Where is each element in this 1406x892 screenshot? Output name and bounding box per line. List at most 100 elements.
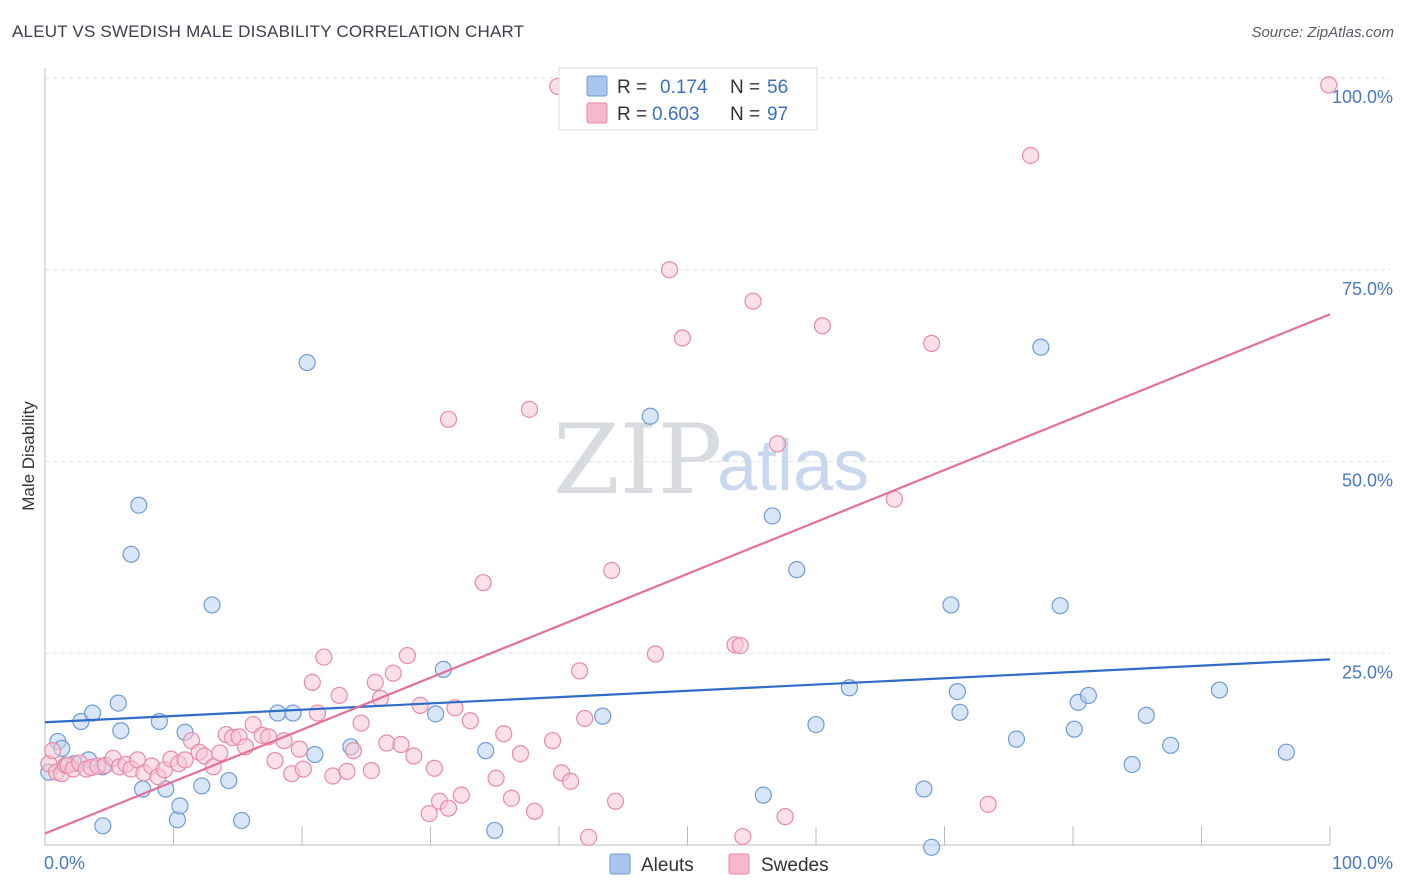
data-point-swedes	[525, 802, 544, 820]
watermark: ZIP atlas	[553, 404, 869, 516]
data-point-aleuts	[477, 742, 495, 760]
data-point-aleuts	[915, 780, 933, 798]
legend-swatch-swedes	[586, 102, 608, 124]
data-point-swedes	[362, 762, 380, 780]
legend-n-label-swedes: N =	[730, 104, 760, 125]
data-point-swedes	[660, 261, 679, 279]
bottom-legend: Aleuts Swedes	[609, 853, 829, 876]
data-point-swedes	[398, 646, 416, 665]
data-point-swedes	[338, 762, 356, 780]
data-point-aleuts	[193, 777, 211, 795]
legend-n-value-swedes: 97	[767, 104, 788, 125]
data-point-swedes	[461, 712, 479, 730]
bottom-legend-swatch-swedes	[728, 853, 750, 875]
data-point-aleuts	[1210, 681, 1229, 699]
data-point-swedes	[44, 742, 62, 760]
series-aleuts	[40, 338, 1295, 856]
data-point-swedes	[446, 699, 464, 717]
y-tick-label: 50.0%	[1342, 471, 1393, 491]
watermark-atlas: atlas	[717, 426, 869, 506]
data-point-swedes	[266, 752, 284, 770]
data-point-aleuts	[807, 715, 825, 734]
data-point-swedes	[294, 760, 312, 778]
data-point-aleuts	[94, 817, 112, 835]
data-point-swedes	[744, 292, 762, 310]
data-point-swedes	[211, 744, 229, 762]
data-point-swedes	[731, 636, 749, 655]
legend-r-value-swedes: 0.603	[652, 104, 700, 125]
y-tick-label: 25.0%	[1342, 662, 1393, 682]
data-point-swedes	[570, 662, 589, 680]
data-point-swedes	[776, 808, 794, 826]
data-point-aleuts	[233, 811, 251, 830]
data-point-aleuts	[1123, 755, 1141, 774]
trend-line-aleuts	[44, 658, 1331, 724]
legend-r-label-swedes: R =	[617, 104, 647, 125]
data-point-aleuts	[1277, 743, 1295, 761]
bottom-legend-label-aleuts: Aleuts	[641, 855, 694, 876]
data-point-swedes	[768, 435, 787, 453]
data-point-swedes	[330, 686, 348, 705]
legend-r-value-aleuts: 0.174	[660, 77, 708, 98]
data-point-swedes	[392, 735, 410, 754]
data-point-swedes	[308, 704, 327, 722]
data-point-aleuts	[1079, 686, 1098, 705]
bottom-legend-swatch-aleuts	[609, 853, 631, 875]
data-point-swedes	[579, 828, 598, 846]
data-point-swedes	[303, 673, 321, 691]
data-point-swedes	[1320, 76, 1338, 94]
trend-line-swedes	[44, 313, 1331, 835]
data-point-swedes	[603, 561, 621, 580]
data-point-aleuts	[951, 703, 969, 721]
data-point-swedes	[979, 795, 997, 813]
data-point-swedes	[561, 772, 580, 790]
data-point-swedes	[176, 751, 194, 769]
data-point-swedes	[439, 799, 458, 817]
y-axis-label: Male Disability	[19, 401, 38, 511]
data-point-aleuts	[942, 596, 960, 614]
legend-r-label-aleuts: R =	[617, 77, 647, 98]
series-swedes	[40, 76, 1338, 846]
data-point-aleuts	[83, 704, 102, 722]
data-point-aleuts	[1007, 730, 1026, 748]
data-point-aleuts	[130, 496, 148, 514]
chart-title: ALEUT VS SWEDISH MALE DISABILITY CORRELA…	[12, 22, 525, 41]
data-point-swedes	[439, 410, 458, 428]
x-tick-label: 0.0%	[44, 853, 85, 873]
data-point-swedes	[344, 742, 362, 760]
grid-layer	[45, 77, 1390, 654]
data-point-aleuts	[171, 797, 189, 815]
legend-swatch-aleuts	[586, 75, 608, 97]
data-point-swedes	[452, 786, 470, 804]
data-point-swedes	[315, 648, 333, 666]
legend-box: R = 0.174 N = 56 R = 0.603 N = 97	[558, 67, 818, 131]
data-point-swedes	[420, 804, 438, 823]
data-point-aleuts	[788, 561, 806, 579]
data-point-aleuts	[284, 704, 302, 722]
data-point-swedes	[411, 696, 429, 715]
data-point-aleuts	[948, 682, 966, 701]
y-tick-label: 100.0%	[1332, 87, 1393, 107]
watermark-zip: ZIP	[553, 404, 722, 516]
data-point-swedes	[511, 745, 530, 763]
legend-n-value-aleuts: 56	[767, 77, 788, 98]
data-point-aleuts	[1162, 736, 1180, 754]
data-point-swedes	[520, 400, 539, 418]
data-point-aleuts	[763, 507, 781, 525]
data-point-swedes	[923, 334, 941, 352]
data-point-swedes	[378, 734, 396, 752]
data-point-swedes	[405, 747, 423, 765]
data-point-aleuts	[203, 596, 221, 614]
axes-layer: 100.0% 75.0% 50.0% 25.0% 0.0% 100.0%	[44, 68, 1393, 873]
data-point-swedes	[673, 329, 691, 347]
data-point-aleuts	[220, 771, 238, 790]
data-point-swedes	[646, 645, 664, 663]
data-point-swedes	[606, 792, 625, 810]
points-layer	[40, 76, 1338, 856]
data-point-swedes	[1021, 146, 1040, 165]
data-point-swedes	[474, 574, 492, 592]
source-label: Source: ZipAtlas.com	[1251, 24, 1394, 41]
trend-layer	[44, 313, 1331, 835]
data-point-aleuts	[923, 838, 941, 856]
